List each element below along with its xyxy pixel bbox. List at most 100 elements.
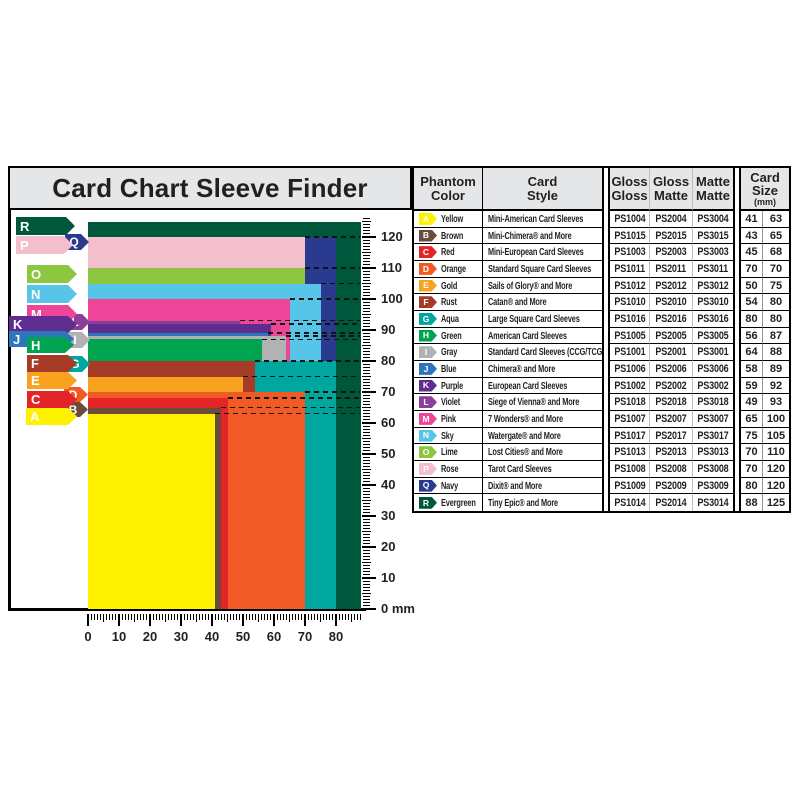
- phantom-tag-I: I: [419, 346, 437, 359]
- card-style-text: Lost Cities® and More: [488, 446, 563, 459]
- x-ruler-tick: [310, 614, 312, 620]
- phantom-tag-D: D: [419, 262, 437, 275]
- card-arrow-K: K: [9, 316, 77, 333]
- card-arrow-O: O: [27, 265, 77, 283]
- phantom-color-cell: E Gold: [414, 277, 483, 295]
- table-divider: [602, 311, 610, 328]
- x-axis-label-60: 60: [266, 629, 282, 644]
- card-tag-letter: Q: [69, 235, 79, 249]
- card-width-mm: 58: [745, 362, 758, 375]
- y-ruler-tick: [363, 273, 370, 275]
- card-height-mm: 110: [767, 446, 785, 459]
- y-ruler-tick: [362, 592, 371, 595]
- y-ruler-tick: [363, 388, 370, 390]
- table-divider: [733, 244, 741, 262]
- y-ruler-tick: [362, 561, 371, 564]
- table-divider: [602, 277, 610, 295]
- card-height-mm: 120: [766, 479, 786, 492]
- col-header-gloss-gloss: Gloss Gloss: [610, 168, 650, 211]
- y-ruler-tick: [363, 571, 370, 573]
- gloss-gloss-code: PS1003: [613, 246, 646, 259]
- y-axis-label-90: 90: [381, 322, 396, 337]
- y-ruler-tick: [363, 534, 370, 536]
- matte-matte-cell: PS3003: [693, 244, 733, 262]
- card-width-cell: 70: [741, 261, 763, 278]
- table-divider: [602, 394, 610, 412]
- card-style-cell: Lost Cities® and More: [483, 444, 602, 462]
- y-ruler-tick: [363, 416, 370, 418]
- phantom-color-name: Blue: [441, 362, 457, 375]
- x-ruler-tick: [199, 614, 201, 620]
- gloss-matte-cell: PS2003: [650, 244, 693, 262]
- card-width-mm: 59: [745, 379, 758, 392]
- x-ruler-tick: [257, 614, 260, 622]
- card-width-cell: 43: [741, 227, 763, 245]
- phantom-color-cell: D Orange: [414, 261, 483, 278]
- gloss-gloss-code: PS1013: [613, 446, 646, 459]
- table-divider: [602, 477, 610, 495]
- matte-matte-cell: PS3002: [693, 378, 733, 395]
- y-ruler-tick: [363, 261, 370, 263]
- gloss-matte-cell: PS2009: [650, 477, 693, 495]
- table-divider: [602, 427, 610, 445]
- x-ruler-tick: [109, 614, 111, 620]
- card-height-mm: 70: [769, 262, 783, 275]
- matte-matte-code: PS3009: [697, 479, 729, 492]
- x-ruler-tick: [239, 614, 241, 620]
- y-ruler-tick: [363, 289, 370, 291]
- card-width-cell: 70: [741, 461, 763, 478]
- x-ruler-tick: [301, 614, 303, 620]
- matte-matte-code: PS3002: [697, 379, 729, 392]
- x-ruler-tick: [220, 614, 222, 620]
- col-header-gloss-matte: Gloss Matte: [650, 168, 693, 211]
- phantom-tag-letter: J: [423, 363, 429, 374]
- card-style-text: Dixit® and More: [488, 479, 542, 492]
- gloss-gloss-cell: PS1008: [610, 461, 650, 478]
- y-ruler-tick: [363, 586, 370, 588]
- card-arrow-letter: H: [31, 337, 41, 353]
- table-divider: [602, 494, 610, 512]
- y-ruler-tick: [363, 317, 370, 319]
- matte-matte-cell: PS3014: [693, 494, 733, 511]
- phantom-color-cell: C Red: [414, 244, 483, 262]
- y-ruler-tick: [362, 421, 376, 425]
- chart-left-border: [8, 208, 11, 611]
- x-ruler-tick: [338, 614, 340, 620]
- y-ruler-tick: [363, 379, 370, 381]
- x-ruler-tick: [164, 614, 167, 622]
- x-ruler-tick: [329, 614, 331, 620]
- card-height-mm: 120: [766, 462, 786, 475]
- gloss-matte-code: PS2008: [655, 462, 687, 475]
- height-dash-65mm: [221, 406, 360, 409]
- x-ruler-tick: [183, 614, 185, 620]
- matte-matte-cell: PS3009: [693, 478, 733, 495]
- x-ruler-tick: [292, 614, 294, 620]
- y-ruler-tick: [363, 233, 370, 235]
- card-width-cell: 70: [741, 444, 763, 462]
- gloss-matte-cell: PS2007: [650, 411, 693, 428]
- card-style-text: Mini-Chimera® and More: [488, 229, 572, 242]
- card-height-mm: 80: [769, 296, 783, 309]
- x-ruler-tick: [230, 614, 232, 620]
- y-ruler-tick: [363, 487, 370, 489]
- table-row-B: B Brown Mini-Chimera® and More PS1015 PS2015…: [414, 227, 789, 245]
- x-ruler-tick: [319, 614, 322, 622]
- x-ruler-tick: [90, 614, 92, 620]
- matte-matte-cell: PS3012: [693, 278, 733, 295]
- y-ruler-tick: [363, 248, 370, 250]
- y-ruler-tick: [362, 235, 376, 239]
- phantom-tag-letter: N: [422, 430, 430, 441]
- y-ruler-tick: [363, 301, 370, 303]
- card-arrow-letter: J: [13, 331, 21, 347]
- y-axis-label-110: 110: [381, 260, 402, 275]
- gloss-matte-code: PS2013: [655, 446, 687, 459]
- card-height-mm: 65: [769, 229, 783, 242]
- gloss-gloss-code: PS1008: [613, 462, 646, 475]
- y-ruler-tick: [363, 481, 370, 483]
- gloss-matte-code: PS2018: [655, 396, 687, 409]
- y-axis-label-70: 70: [381, 384, 396, 399]
- y-ruler-tick: [362, 390, 376, 394]
- x-ruler-tick: [112, 614, 114, 620]
- card-height-cell: 100: [763, 411, 789, 428]
- phantom-tag-M: M: [419, 412, 437, 425]
